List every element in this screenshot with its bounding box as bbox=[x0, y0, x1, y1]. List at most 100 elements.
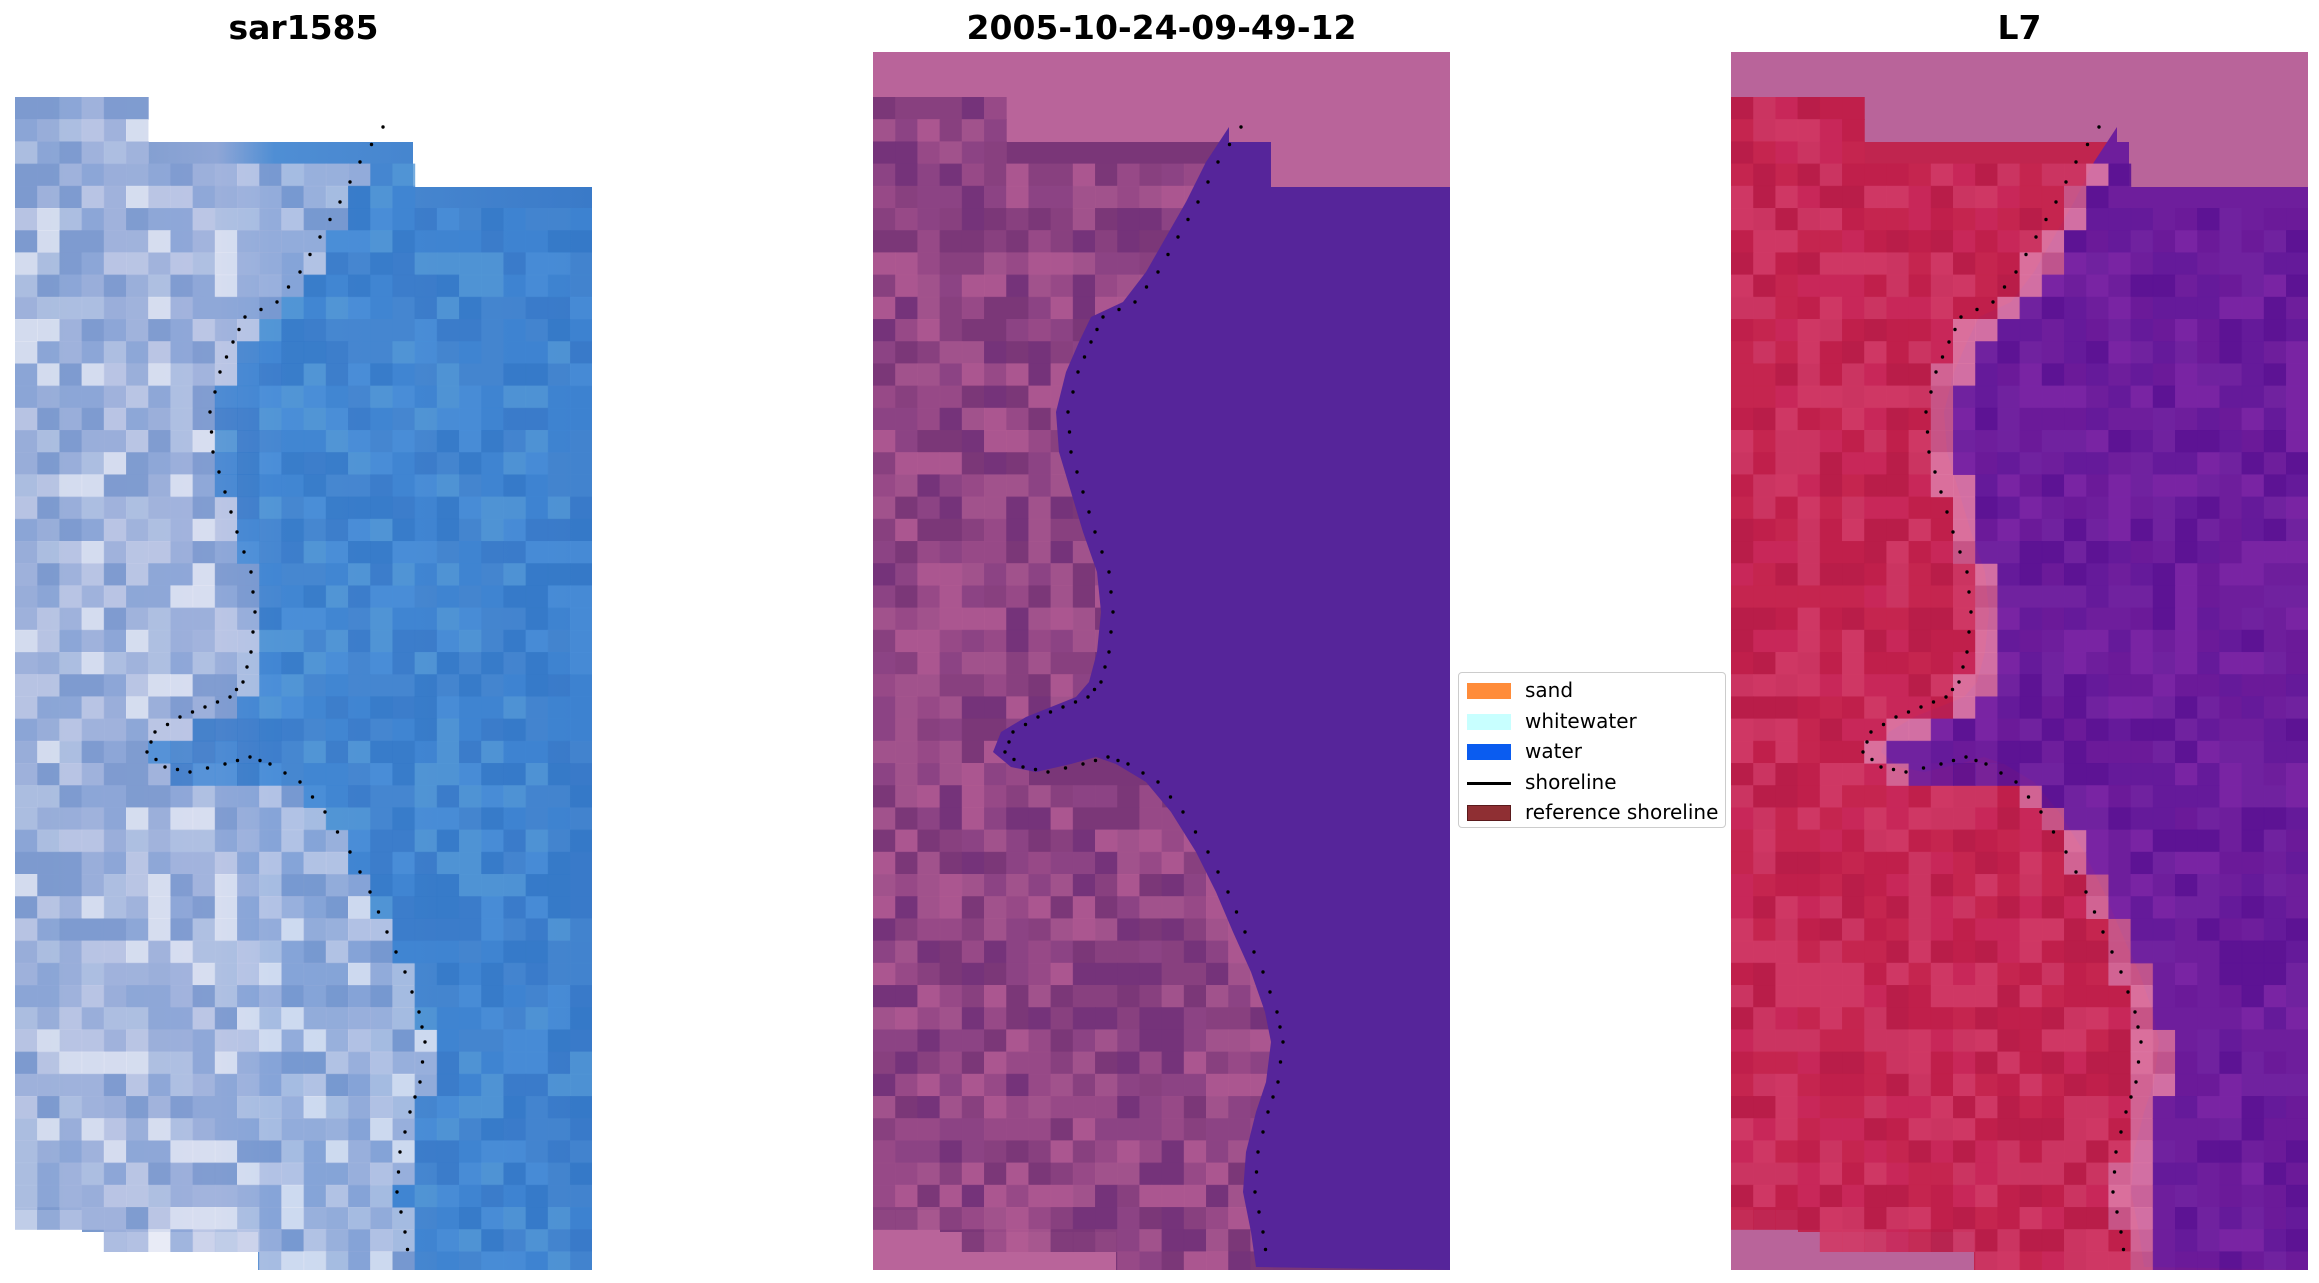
image-pixel bbox=[2286, 1051, 2308, 1075]
image-pixel bbox=[2130, 829, 2154, 853]
image-pixel bbox=[1997, 940, 2021, 964]
shoreline-dot bbox=[251, 630, 255, 634]
image-pixel bbox=[1206, 918, 1229, 942]
image-pixel bbox=[1775, 1184, 1799, 1208]
image-pixel bbox=[1139, 1251, 1163, 1270]
image-pixel bbox=[170, 452, 194, 475]
image-pixel bbox=[348, 874, 371, 897]
image-pixel bbox=[392, 807, 416, 831]
image-pixel bbox=[2219, 541, 2243, 564]
image-pixel bbox=[1953, 652, 1976, 675]
image-pixel bbox=[2019, 274, 2043, 298]
image-pixel bbox=[214, 1118, 238, 1141]
image-pixel bbox=[1797, 341, 1821, 364]
image-pixel bbox=[1953, 829, 1976, 853]
image-pixel bbox=[1797, 962, 1821, 986]
image-pixel bbox=[2108, 1051, 2132, 1075]
image-pixel bbox=[481, 1184, 504, 1208]
image-pixel bbox=[1953, 1096, 1976, 1119]
image-pixel bbox=[2152, 807, 2176, 831]
image-pixel bbox=[192, 896, 216, 919]
image-pixel bbox=[2086, 629, 2109, 653]
image-pixel bbox=[37, 319, 60, 342]
image-pixel bbox=[325, 341, 349, 364]
image-pixel bbox=[895, 1029, 918, 1053]
image-pixel bbox=[2086, 1118, 2109, 1141]
image-pixel bbox=[2019, 829, 2043, 853]
image-pixel bbox=[436, 1184, 460, 1208]
image-pixel bbox=[2263, 1073, 2287, 1097]
image-pixel bbox=[1886, 1096, 1910, 1119]
image-pixel bbox=[214, 674, 238, 697]
image-pixel bbox=[2152, 452, 2176, 475]
image-pixel bbox=[2197, 252, 2220, 276]
image-pixel bbox=[1775, 496, 1799, 520]
image-pixel bbox=[2241, 319, 2265, 342]
image-pixel bbox=[1997, 1029, 2021, 1053]
image-pixel bbox=[525, 319, 549, 342]
shoreline-dot bbox=[178, 715, 182, 719]
image-pixel bbox=[1842, 1051, 1865, 1075]
image-pixel bbox=[2064, 1007, 2087, 1030]
image-pixel bbox=[1797, 1096, 1821, 1119]
shoreline-dot bbox=[1109, 590, 1113, 594]
image-pixel bbox=[2152, 785, 2176, 808]
image-pixel bbox=[59, 518, 83, 542]
image-pixel bbox=[895, 1096, 918, 1119]
image-pixel bbox=[1908, 518, 1932, 542]
image-pixel bbox=[126, 629, 149, 653]
image-pixel bbox=[503, 851, 527, 875]
image-pixel bbox=[525, 1229, 549, 1252]
image-pixel bbox=[481, 1096, 504, 1119]
image-pixel bbox=[525, 341, 549, 364]
image-pixel bbox=[1864, 496, 1887, 520]
image-pixel bbox=[392, 785, 416, 808]
image-pixel bbox=[2041, 341, 2065, 364]
image-pixel bbox=[214, 763, 238, 786]
shoreline-dot bbox=[1271, 1095, 1275, 1099]
image-pixel bbox=[1006, 1184, 1029, 1208]
image-pixel bbox=[917, 274, 941, 298]
shoreline-dot bbox=[1933, 470, 1937, 474]
shoreline-dot bbox=[1021, 765, 1025, 769]
image-pixel bbox=[1050, 230, 1074, 253]
image-pixel bbox=[1753, 1029, 1776, 1053]
shoreline-dot bbox=[1133, 300, 1137, 304]
image-pixel bbox=[1886, 496, 1910, 520]
image-pixel bbox=[525, 718, 549, 742]
image-pixel bbox=[2086, 1184, 2109, 1208]
image-pixel bbox=[1975, 940, 1998, 964]
image-pixel bbox=[1006, 563, 1029, 586]
image-pixel bbox=[1975, 430, 1998, 453]
image-pixel bbox=[1161, 1118, 1185, 1141]
image-pixel bbox=[1908, 807, 1932, 831]
image-pixel bbox=[1775, 1140, 1799, 1164]
image-pixel bbox=[547, 518, 571, 542]
image-pixel bbox=[414, 874, 438, 897]
image-pixel bbox=[414, 763, 438, 786]
image-pixel bbox=[170, 1162, 194, 1186]
image-pixel bbox=[939, 319, 963, 342]
image-pixel bbox=[939, 652, 963, 675]
shoreline-dot bbox=[235, 530, 239, 534]
image-pixel bbox=[148, 607, 171, 631]
image-pixel bbox=[2019, 252, 2043, 276]
image-pixel bbox=[2197, 585, 2220, 609]
image-pixel bbox=[2219, 252, 2243, 276]
image-pixel bbox=[2152, 918, 2176, 942]
image-pixel bbox=[2041, 763, 2065, 786]
image-pixel bbox=[392, 496, 416, 520]
image-pixel bbox=[1050, 1229, 1074, 1252]
image-pixel bbox=[259, 518, 282, 542]
shoreline-dot bbox=[2064, 180, 2068, 184]
image-pixel bbox=[259, 185, 282, 209]
image-pixel bbox=[873, 629, 896, 653]
image-pixel bbox=[192, 1229, 216, 1252]
image-pixel bbox=[170, 629, 194, 653]
image-pixel bbox=[2219, 674, 2243, 697]
image-pixel bbox=[1206, 940, 1229, 964]
image-pixel bbox=[1886, 474, 1910, 498]
image-pixel bbox=[2064, 740, 2087, 764]
image-pixel bbox=[961, 1051, 985, 1075]
image-pixel bbox=[1886, 563, 1910, 586]
